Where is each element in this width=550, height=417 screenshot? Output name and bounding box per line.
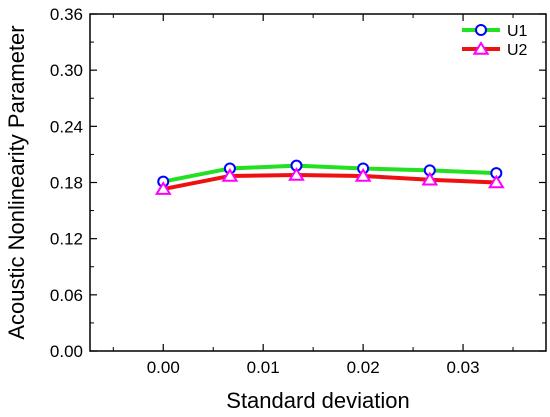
legend-label-u1: U1 xyxy=(507,23,528,40)
data-point-u2 xyxy=(154,181,172,195)
legend-marker-u1 xyxy=(475,24,487,36)
x-tick-label: 0.03 xyxy=(447,358,480,377)
x-axis: 0.00 0.01 0.02 0.03 xyxy=(112,14,514,377)
legend-label-u2: U2 xyxy=(507,42,528,59)
x-tick-label: 0.02 xyxy=(347,358,380,377)
y-tick-label: 0.18 xyxy=(50,174,83,193)
series-line-u2 xyxy=(162,173,497,192)
x-tick-label: 0.01 xyxy=(247,358,280,377)
data-point-u2 xyxy=(421,171,439,186)
y-tick-label: 0.00 xyxy=(50,342,83,361)
y-tick-label: 0.06 xyxy=(50,286,83,305)
y-tick-label: 0.36 xyxy=(50,5,83,24)
x-tick-label: 0.00 xyxy=(147,358,180,377)
series-line-u1 xyxy=(162,163,497,184)
data-point-u2 xyxy=(221,168,239,182)
x-axis-title: Standard deviation xyxy=(226,388,409,413)
data-point-u2 xyxy=(288,167,305,181)
data-point-u2 xyxy=(487,174,505,189)
y-tick-label: 0.12 xyxy=(50,230,83,249)
data-point-u2 xyxy=(354,168,372,182)
y-tick-label: 0.30 xyxy=(50,61,83,80)
y-tick-label: 0.24 xyxy=(50,117,83,136)
y-axis-title: Acoustic Nonlinearity Parameter xyxy=(4,25,29,339)
y-axis: 0.00 0.06 0.12 0.18 0.24 0.30 0.36 xyxy=(50,5,546,361)
series-layer xyxy=(154,159,505,195)
legend-marker-u2 xyxy=(472,41,490,55)
